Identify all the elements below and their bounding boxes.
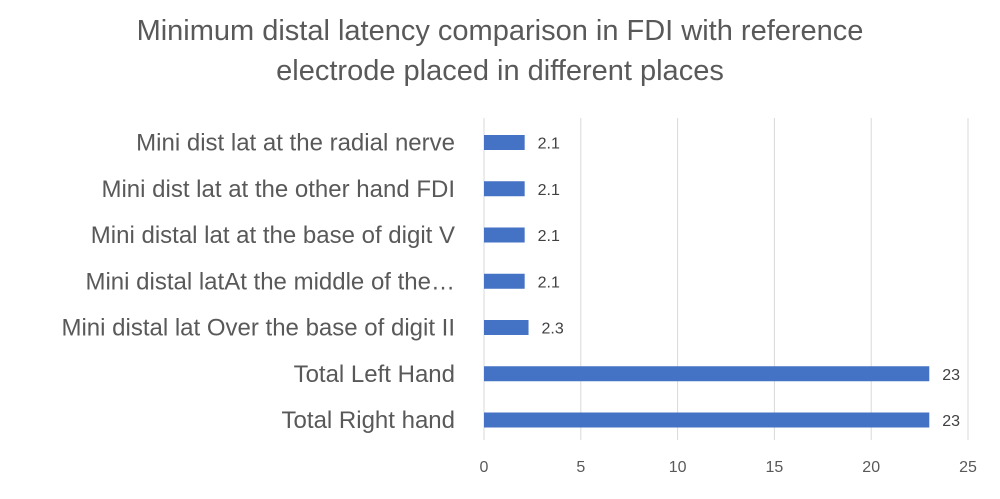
data-label: 23 bbox=[942, 413, 960, 430]
category-label: Total Left Hand bbox=[294, 361, 455, 388]
bar bbox=[484, 366, 930, 382]
x-tick-label: 5 bbox=[576, 459, 585, 476]
x-tick-label: 10 bbox=[669, 459, 687, 476]
bar bbox=[484, 227, 525, 243]
category-label: Mini dist lat at the radial nerve bbox=[136, 130, 455, 157]
data-label: 2.1 bbox=[538, 182, 560, 199]
x-tick-label: 15 bbox=[766, 459, 784, 476]
data-label: 2.1 bbox=[538, 228, 560, 245]
data-label: 2.3 bbox=[542, 321, 564, 338]
category-label: Mini dist lat at the other hand FDI bbox=[101, 176, 455, 203]
data-labels: 2.1 2.1 2.1 2.1 2.3 23 23 bbox=[538, 136, 961, 431]
bars bbox=[484, 135, 930, 428]
gridlines bbox=[483, 118, 969, 440]
category-label: Total Right hand bbox=[282, 407, 455, 434]
category-label: Mini distal lat Over the base of digit I… bbox=[61, 315, 455, 342]
bar bbox=[484, 273, 525, 289]
category-label: Mini distal latAt the middle of the… bbox=[85, 268, 455, 295]
bar bbox=[484, 181, 525, 197]
category-labels: Mini dist lat at the radial nerve Mini di… bbox=[61, 130, 455, 435]
data-label: 2.1 bbox=[538, 274, 560, 291]
category-label: Mini distal lat at the base of digit V bbox=[91, 222, 455, 249]
chart-title-line-1: Minimum distal latency comparison in FDI… bbox=[137, 15, 864, 47]
bar bbox=[484, 320, 529, 335]
bar bbox=[484, 135, 525, 150]
x-axis-tick-labels: 0 5 10 15 20 25 bbox=[480, 459, 977, 476]
bar bbox=[484, 412, 930, 428]
chart-title: Minimum distal latency comparison in FDI… bbox=[137, 15, 864, 87]
data-label: 2.1 bbox=[538, 136, 560, 153]
chart-title-line-2: electrode placed in different places bbox=[276, 55, 724, 87]
x-tick-label: 25 bbox=[959, 459, 977, 476]
data-label: 23 bbox=[942, 367, 960, 384]
x-tick-label: 20 bbox=[862, 459, 880, 476]
x-tick-label: 0 bbox=[480, 459, 489, 476]
